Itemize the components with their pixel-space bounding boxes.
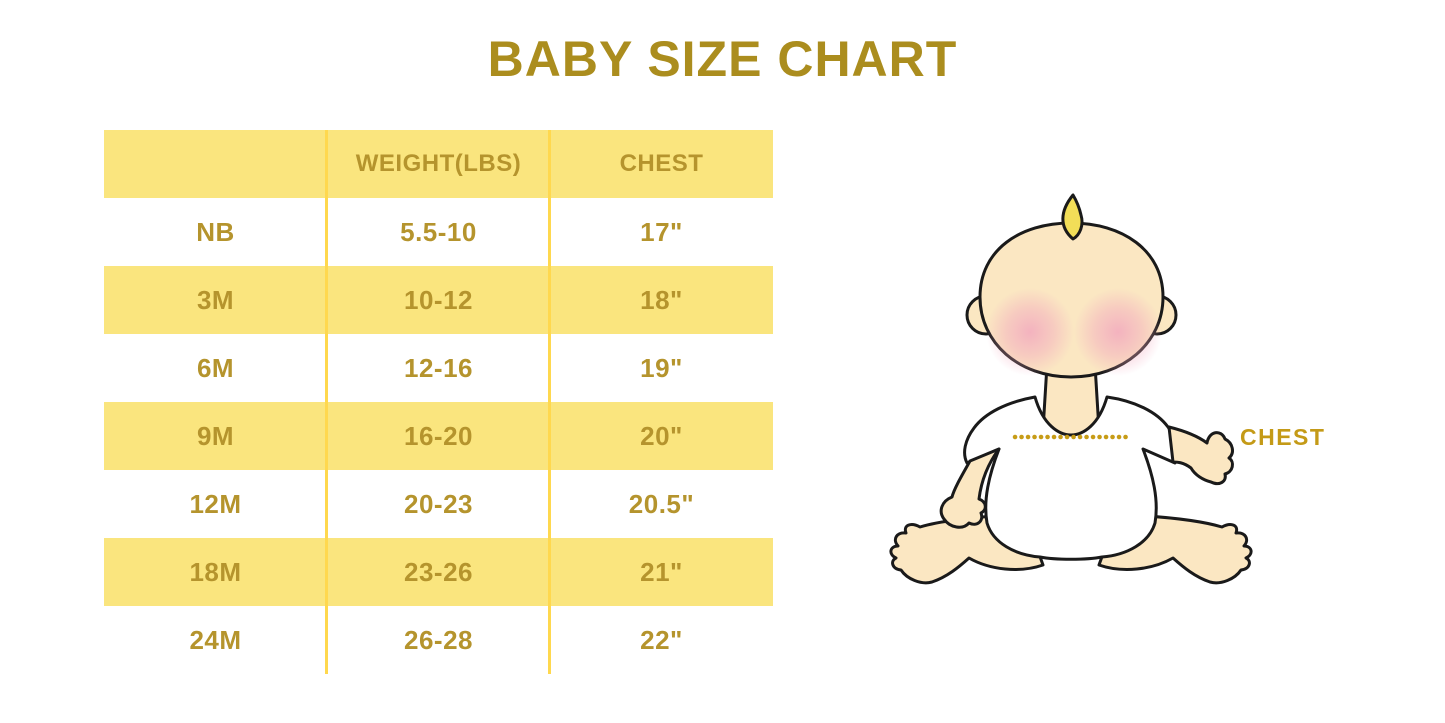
size-table: WEIGHT(LBS) CHEST NB 5.5-10 17" 3M 10-12…: [104, 130, 773, 674]
cell-chest: 19": [640, 352, 683, 383]
cell-size: 18M: [189, 556, 242, 587]
chest-label: CHEST: [1240, 424, 1326, 450]
table-header-row: WEIGHT(LBS) CHEST: [104, 130, 773, 198]
cell-size: 6M: [196, 352, 235, 383]
cell-chest: 22": [640, 624, 683, 655]
cell-size: 9M: [196, 420, 235, 451]
baby-left-arm: [939, 447, 1001, 529]
header-cell-chest: CHEST: [619, 150, 704, 177]
header-cell-weight: WEIGHT(LBS): [355, 150, 522, 177]
cell-weight: 20-23: [404, 488, 473, 519]
cell-chest: 17": [640, 216, 683, 247]
table-row-12m: 12M 20-23 20.5": [104, 470, 773, 538]
baby-illustration: [875, 185, 1255, 625]
table-row-24m: 24M 26-28 22": [104, 606, 773, 674]
cell-weight: 16-20: [404, 420, 473, 451]
column-divider: [548, 130, 551, 674]
table-row-3m: 3M 10-12 18": [104, 266, 773, 334]
table-row-9m: 9M 16-20 20": [104, 402, 773, 470]
cell-chest: 18": [640, 284, 683, 315]
cell-chest: 21": [640, 556, 683, 587]
cell-chest: 20": [640, 420, 683, 451]
cell-size: 12M: [189, 488, 242, 519]
baby-right-arm: [1167, 425, 1234, 486]
baby-right-cheek: [1074, 288, 1162, 376]
cell-weight: 12-16: [404, 352, 473, 383]
table-row-6m: 6M 12-16 19": [104, 334, 773, 402]
page-title: BABY SIZE CHART: [487, 31, 958, 87]
cell-weight: 5.5-10: [400, 216, 477, 247]
table-row-nb: NB 5.5-10 17": [104, 198, 773, 266]
cell-weight: 23-26: [404, 556, 473, 587]
cell-size: 24M: [189, 624, 242, 655]
baby-hair-curl: [1061, 193, 1084, 241]
cell-size: 3M: [196, 284, 235, 315]
baby-left-cheek: [986, 288, 1074, 376]
column-divider: [325, 130, 328, 674]
table-row-18m: 18M 23-26 21": [104, 538, 773, 606]
cell-weight: 10-12: [404, 284, 473, 315]
cell-weight: 26-28: [404, 624, 473, 655]
header-cell-size: [104, 130, 327, 198]
cell-size: NB: [196, 216, 235, 247]
cell-chest: 20.5": [628, 488, 695, 519]
